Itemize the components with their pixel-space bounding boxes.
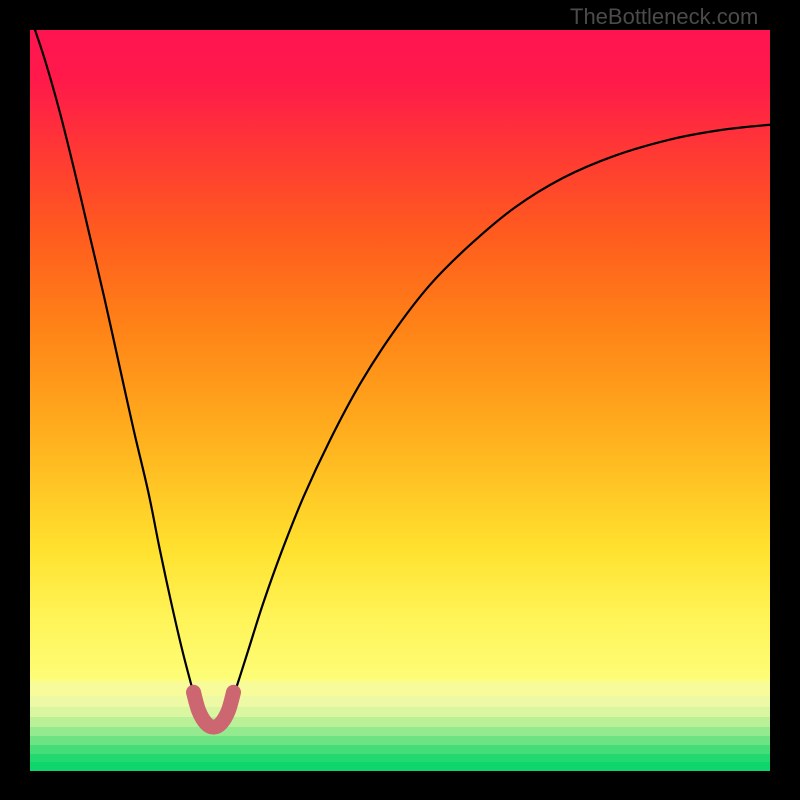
chart-stage: TheBottleneck.com (0, 0, 800, 800)
valley-marker (194, 692, 234, 727)
watermark-text: TheBottleneck.com (570, 4, 758, 30)
bottleneck-curve (30, 15, 770, 729)
curve-layer (0, 0, 800, 800)
